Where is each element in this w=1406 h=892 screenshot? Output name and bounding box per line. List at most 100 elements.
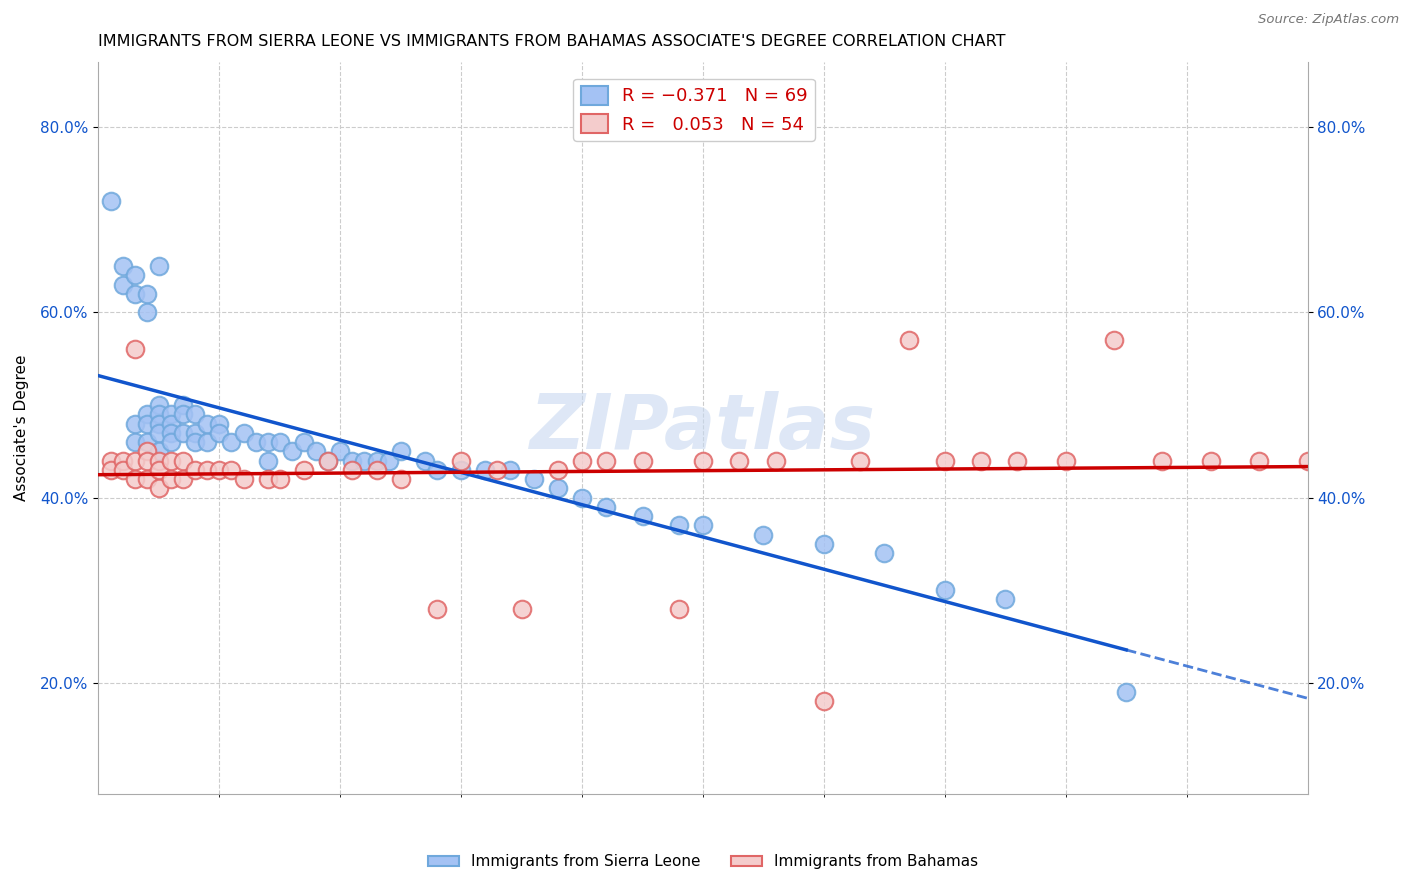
Point	[934, 453, 956, 467]
Point	[100, 463, 122, 477]
Point	[1102, 333, 1125, 347]
Point	[148, 463, 170, 477]
Point	[1054, 453, 1077, 467]
Point	[111, 453, 134, 467]
Point	[232, 472, 254, 486]
Legend: Immigrants from Sierra Leone, Immigrants from Bahamas: Immigrants from Sierra Leone, Immigrants…	[422, 848, 984, 875]
Point	[256, 453, 278, 467]
Point	[316, 453, 339, 467]
Point	[245, 435, 267, 450]
Point	[1199, 453, 1222, 467]
Point	[124, 286, 146, 301]
Point	[426, 601, 449, 615]
Point	[100, 194, 122, 209]
Point	[1007, 453, 1029, 467]
Point	[124, 417, 146, 431]
Point	[195, 435, 218, 450]
Point	[934, 583, 956, 598]
Text: ZIPatlas: ZIPatlas	[530, 392, 876, 465]
Point	[510, 601, 533, 615]
Point	[366, 463, 388, 477]
Point	[389, 444, 412, 458]
Point	[124, 343, 146, 357]
Point	[547, 481, 569, 495]
Point	[148, 481, 170, 495]
Point	[305, 444, 328, 458]
Point	[148, 444, 170, 458]
Point	[160, 435, 183, 450]
Point	[208, 425, 231, 440]
Point	[135, 472, 157, 486]
Point	[184, 435, 207, 450]
Point	[148, 425, 170, 440]
Point	[135, 305, 157, 319]
Point	[631, 453, 654, 467]
Point	[1296, 453, 1319, 467]
Point	[172, 407, 194, 421]
Point	[256, 435, 278, 450]
Point	[728, 453, 751, 467]
Legend: R = −0.371   N = 69, R =   0.053   N = 54: R = −0.371 N = 69, R = 0.053 N = 54	[574, 78, 815, 141]
Y-axis label: Associate's Degree: Associate's Degree	[14, 355, 30, 501]
Point	[124, 268, 146, 283]
Point	[160, 453, 183, 467]
Point	[148, 407, 170, 421]
Point	[752, 527, 775, 541]
Point	[135, 286, 157, 301]
Point	[377, 453, 399, 467]
Point	[668, 601, 690, 615]
Point	[135, 417, 157, 431]
Point	[426, 463, 449, 477]
Point	[595, 500, 617, 514]
Point	[366, 453, 388, 467]
Point	[547, 463, 569, 477]
Point	[160, 407, 183, 421]
Point	[316, 453, 339, 467]
Point	[994, 592, 1017, 607]
Point	[1115, 685, 1137, 699]
Point	[692, 453, 714, 467]
Point	[160, 472, 183, 486]
Point	[897, 333, 920, 347]
Point	[486, 463, 509, 477]
Point	[450, 463, 472, 477]
Point	[873, 546, 896, 560]
Point	[124, 472, 146, 486]
Point	[184, 463, 207, 477]
Point	[148, 398, 170, 412]
Point	[413, 453, 436, 467]
Point	[571, 453, 593, 467]
Point	[450, 453, 472, 467]
Point	[813, 537, 835, 551]
Point	[172, 398, 194, 412]
Point	[135, 435, 157, 450]
Point	[124, 435, 146, 450]
Point	[1152, 453, 1174, 467]
Point	[195, 417, 218, 431]
Point	[269, 435, 291, 450]
Point	[111, 277, 134, 292]
Point	[221, 463, 243, 477]
Point	[172, 425, 194, 440]
Point	[124, 453, 146, 467]
Point	[342, 463, 364, 477]
Point	[184, 425, 207, 440]
Point	[232, 425, 254, 440]
Point	[281, 444, 304, 458]
Point	[595, 453, 617, 467]
Point	[172, 472, 194, 486]
Point	[765, 453, 787, 467]
Point	[148, 259, 170, 273]
Text: IMMIGRANTS FROM SIERRA LEONE VS IMMIGRANTS FROM BAHAMAS ASSOCIATE'S DEGREE CORRE: IMMIGRANTS FROM SIERRA LEONE VS IMMIGRAN…	[98, 34, 1005, 49]
Point	[195, 463, 218, 477]
Point	[160, 425, 183, 440]
Point	[849, 453, 872, 467]
Point	[970, 453, 993, 467]
Point	[1249, 453, 1271, 467]
Point	[208, 463, 231, 477]
Point	[292, 435, 315, 450]
Point	[269, 472, 291, 486]
Point	[160, 417, 183, 431]
Point	[342, 453, 364, 467]
Point	[353, 453, 375, 467]
